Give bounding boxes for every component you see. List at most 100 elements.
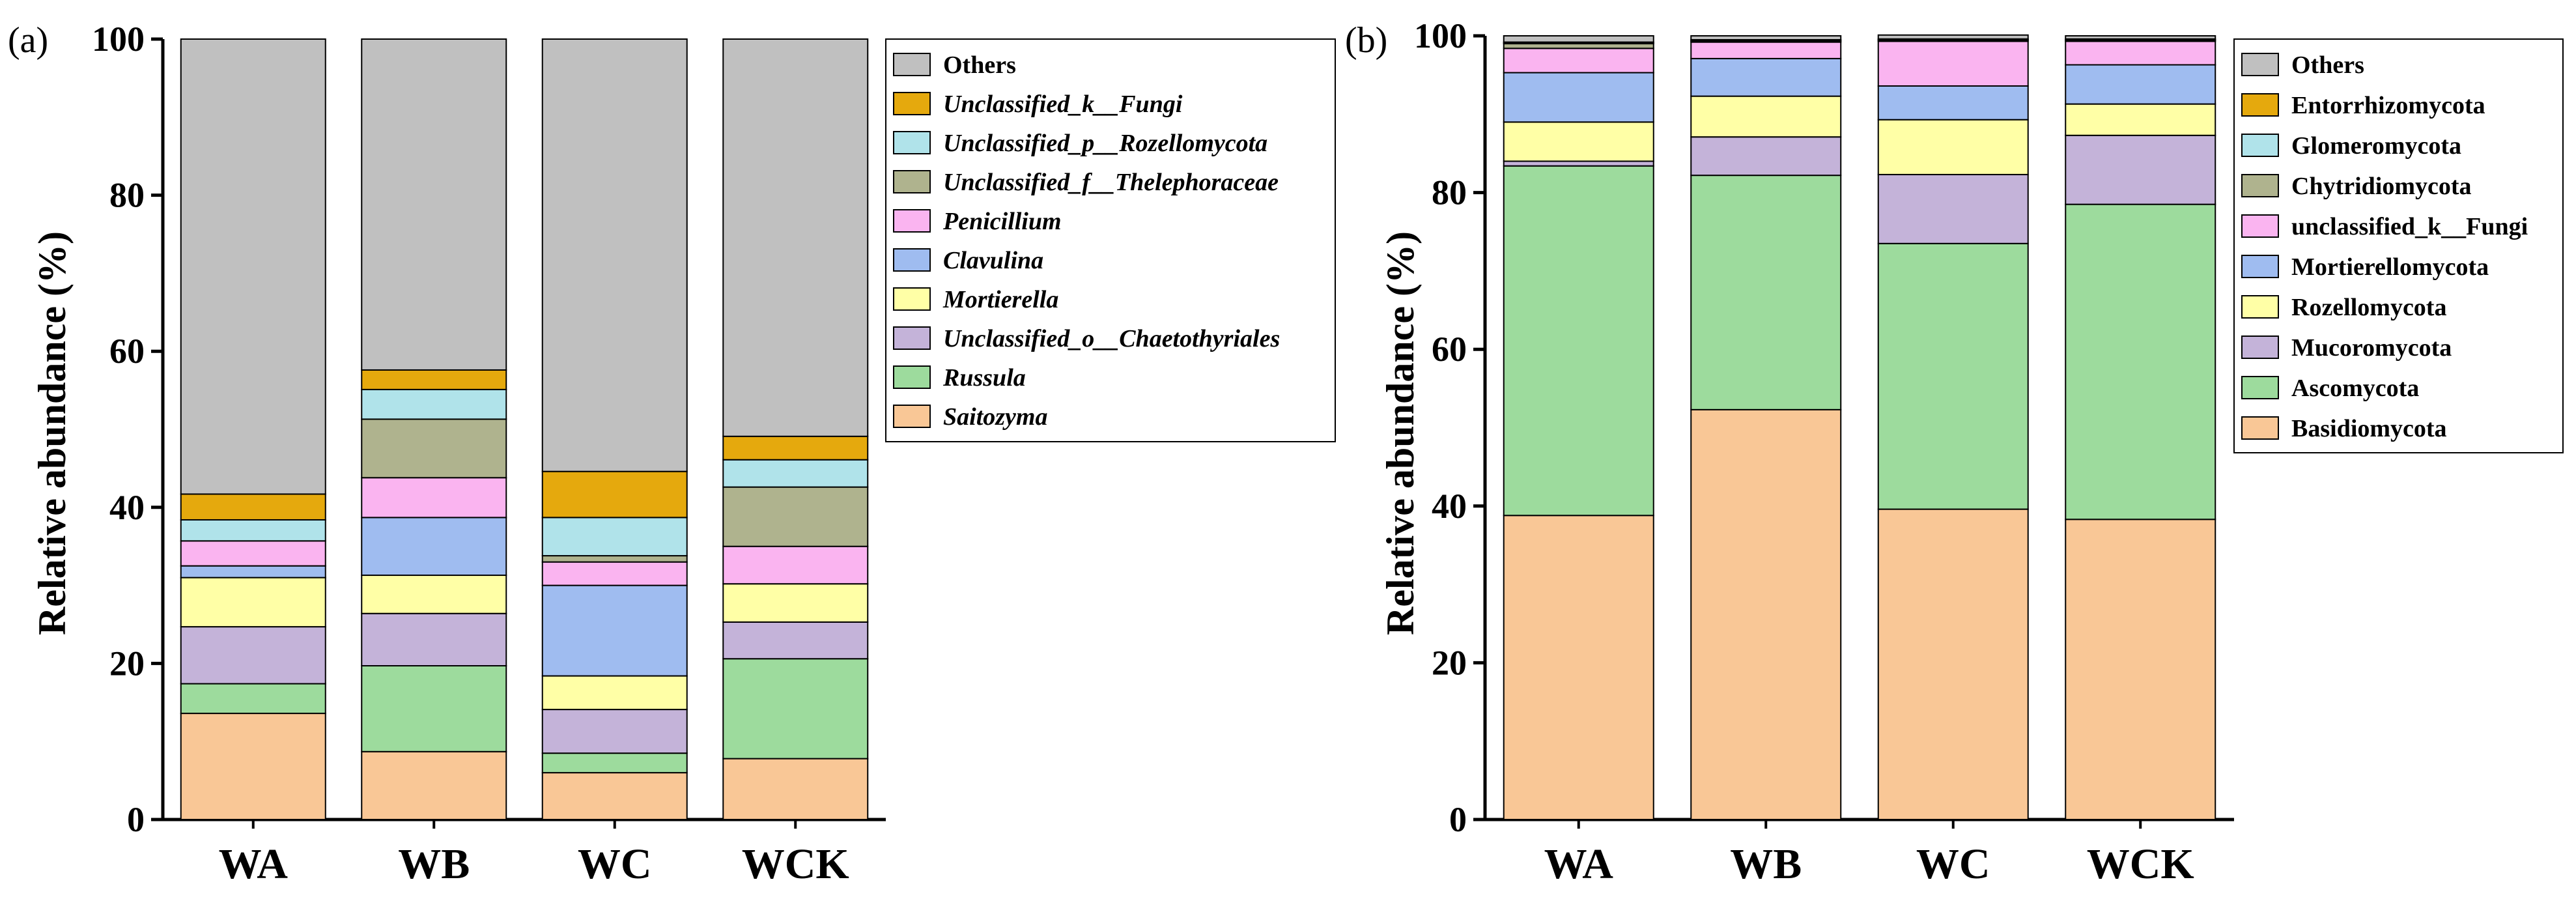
panel-a-y-tick-label: 20 [109, 644, 145, 683]
panel-b-legend-swatch [2241, 93, 2279, 117]
panel-a-legend-label: Unclassified_k__Fungi [943, 91, 1183, 118]
panel-a-legend-swatch [893, 326, 931, 350]
panel-b-bar-wa-4 [1503, 72, 1654, 123]
panel-a-legend-swatch [893, 287, 931, 311]
panel-a-bar-wck-8 [722, 435, 869, 461]
panel-b-plot-area: 0 20 40 60 80 100 WA WB WC WCK [1414, 16, 2234, 888]
panel-b-bar-wa-1 [1503, 165, 1654, 517]
panel-a-x-tick-label: WA [219, 840, 289, 888]
panel-a-y-axis-label: Relative abundance (%) [31, 231, 74, 635]
panel-a-y-tick-label: 0 [127, 800, 145, 839]
panel-b-bar-wc-0 [1877, 508, 2029, 820]
panel-b-y-tick-label: 60 [1432, 330, 1467, 369]
panel-a-bar-wb-4 [361, 517, 507, 577]
panel-b-bar-wck-3 [2065, 103, 2216, 136]
panel-b-x-tick-label: WB [1730, 840, 1802, 888]
panel-a-bar-wc-7 [541, 517, 688, 557]
panel-a-bar-wb-1 [361, 664, 507, 752]
panel-b-legend-label: Rozellomycota [2291, 294, 2446, 321]
panel-b-legend-swatch [2241, 335, 2279, 359]
panel-b-y-tick-label: 40 [1432, 487, 1467, 526]
panel-a-legend-swatch [893, 405, 931, 428]
panel-a-bar-wa-3 [180, 577, 326, 628]
panel-b-legend-label: Chytridiomycota [2291, 173, 2472, 200]
panel-b-legend-swatch [2241, 255, 2279, 278]
panel-b-y-tick-label: 100 [1414, 16, 1467, 55]
panel-a-legend-swatch [893, 248, 931, 272]
panel-b-bar-wb-0 [1690, 408, 1842, 820]
panel-b-legend-label: unclassified_k__Fungi [2291, 213, 2528, 240]
panel-a-bar-wc-8 [541, 470, 688, 519]
panel-a-bar-wc-4 [541, 584, 688, 677]
panel-b-legend-label: Basidiomycota [2291, 415, 2447, 442]
panel-b-legend-label: Others [2291, 51, 2364, 79]
panel-b-y-tick-label: 0 [1449, 800, 1467, 839]
panel-a-y-tick-label: 100 [92, 20, 145, 59]
panel-b-bar-wc-2 [1877, 173, 2029, 244]
panel-a-bar-wc-9 [541, 38, 688, 472]
panel-b-bar-wa-2 [1503, 160, 1654, 167]
panel-b-legend-swatch [2241, 416, 2279, 440]
panel-a-bar-wa-2 [180, 626, 326, 685]
panel-b-x-tick-label: WC [1916, 840, 1990, 888]
panel-a-legend-label: Clavulina [943, 247, 1043, 274]
panel-b-bar-wc-4 [1877, 85, 2029, 121]
panel-a: (a) Relative abundance (%) 0 20 40 60 80 100 W… [8, 20, 1336, 888]
panel-b-y-axis-label: Relative abundance (%) [1379, 231, 1422, 635]
panel-a-legend-swatch [893, 53, 931, 76]
panel-a-legend-swatch [893, 131, 931, 154]
panel-b-legend-label: Ascomycota [2291, 375, 2419, 402]
panel-a-bar-wb-5 [361, 477, 507, 519]
panel-a-bar-wa-8 [180, 493, 326, 521]
panel-a-plot-area: 0 20 40 60 80 100 WA WB WC WCK [92, 20, 886, 888]
panel-a-legend-label: Saitozyma [943, 403, 1047, 431]
panel-a-y-tick-label: 60 [109, 332, 145, 371]
panel-a-bar-wck-9 [722, 38, 869, 437]
panel-a-bar-wb-8 [361, 369, 507, 390]
panel-a-y-tick-label: 40 [109, 488, 145, 527]
panel-a-bar-wck-6 [722, 486, 869, 547]
panel-a-bar-wck-5 [722, 545, 869, 585]
panel-a-legend-label: Penicillium [942, 208, 1062, 235]
panel-a-legend-swatch [893, 92, 931, 115]
panel-b-legend-swatch [2241, 134, 2279, 157]
panel-b-bar-wck-5 [2065, 40, 2216, 66]
panel-b-bar-wb-5 [1690, 41, 1842, 59]
panel-a-bar-wb-7 [361, 388, 507, 420]
panel-b-bar-wa-6 [1503, 43, 1654, 50]
panel-a-legend-label: Others [943, 51, 1016, 79]
panel-b-bar-wb-2 [1690, 136, 1842, 177]
panel-a-bar-wb-9 [361, 38, 507, 371]
panel-b-legend-label: Glomeromycota [2291, 132, 2461, 160]
panel-a-legend-label: Unclassified_p__Rozellomycota [943, 130, 1267, 157]
panel-b-x-tick-label: WCK [2087, 840, 2194, 888]
panel-b-bar-wb-4 [1690, 57, 1842, 97]
panel-a-bar-wb-2 [361, 612, 507, 666]
panel-b-legend-box [2233, 38, 2564, 453]
panel-b-legend-swatch [2241, 376, 2279, 399]
panel-a-bar-wc-6 [541, 555, 688, 563]
panel-a-bar-wa-9 [180, 38, 326, 495]
panel-a-label: (a) [8, 20, 48, 61]
panel-b-legend-label: Entorrhizomycota [2291, 92, 2485, 119]
panel-a-bar-wc-0 [541, 772, 688, 820]
panel-a-legend-swatch [893, 209, 931, 233]
panel-b-y-tick-label: 80 [1432, 173, 1467, 212]
panel-a-bar-wck-7 [722, 459, 869, 488]
panel-b-x-tick-label: WA [1544, 840, 1614, 888]
panel-b-legend-label: Mucoromycota [2291, 334, 2452, 362]
panel-a-legend-label: Russula [942, 364, 1026, 392]
panel-b-bar-wa-5 [1503, 48, 1654, 74]
panel-a-x-tick-label: WCK [742, 840, 849, 888]
panel-b-bar-wck-0 [2065, 519, 2216, 820]
panel-a-legend-label: Unclassified_o__Chaetothyriales [943, 325, 1280, 352]
panel-a-bar-wck-1 [722, 658, 869, 760]
panel-a-legend-label: Mortierella [942, 286, 1058, 313]
panel-b-legend-label: Mortierellomycota [2291, 253, 2489, 281]
panel-a-legend: Others Unclassified_k__Fungi Unclassified_… [885, 38, 1336, 442]
panel-b-bar-wb-9 [1690, 35, 1842, 41]
panel-b-bar-wa-9 [1503, 35, 1654, 43]
panel-b: (b) Relative abundance (%) 0 20 40 60 80 100 W… [1345, 16, 2564, 888]
panel-b-bar-wck-4 [2065, 64, 2216, 105]
